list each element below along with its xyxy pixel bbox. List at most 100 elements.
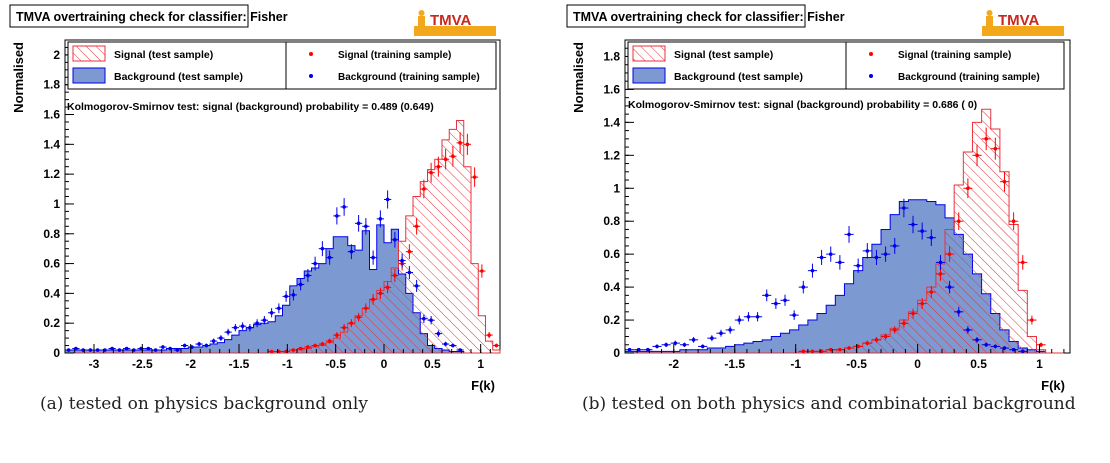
x-axis-label: F(k): [1041, 378, 1065, 393]
chart-title: TMVA overtraining check for classifier: …: [16, 10, 288, 24]
signal-train-point: [801, 349, 806, 354]
background-train-point: [335, 214, 339, 218]
background-train-point: [422, 316, 426, 321]
legend-label-signal-train: Signal (training sample): [898, 50, 1011, 61]
y-tick-label: 1.4: [43, 137, 60, 151]
background-train-point: [371, 255, 375, 260]
y-tick-label: 0.4: [43, 286, 60, 300]
chart-panel-a: -3 -2.5 -2 -1.5 -1 -0.5 0 0.5 1 0 0.2 0.4 0.6 0.8 1 1.2…: [9, 4, 501, 393]
y-tick-label: 0.4: [603, 280, 620, 294]
signal-train-point: [1002, 179, 1007, 184]
background-train-point: [385, 197, 390, 202]
signal-train-point: [349, 321, 354, 325]
x-tick-label: 0.5: [970, 357, 987, 371]
background-train-point: [378, 217, 383, 221]
logo-text: TMVA: [430, 12, 472, 29]
signal-train-point: [385, 285, 390, 290]
logo-bar: [982, 26, 1064, 36]
signal-train-point: [472, 175, 477, 179]
legend-marker-background-train: [869, 74, 873, 78]
background-train-point: [451, 343, 455, 348]
y-tick-label: 0.8: [43, 227, 60, 241]
y-tick-label: 1.4: [603, 115, 620, 129]
y-tick-label: 0: [613, 346, 620, 360]
signal-train-point: [269, 349, 274, 354]
x-tick-label: -0.5: [846, 357, 867, 371]
signal-train-point: [975, 153, 979, 158]
x-tick-label: -1: [282, 357, 293, 371]
caption-a: (a) tested on physics background only: [40, 394, 368, 414]
background-train-point: [801, 285, 806, 289]
signal-train-point: [810, 349, 815, 354]
background-train-point: [284, 294, 288, 299]
signal-train-point: [371, 297, 375, 302]
x-tick-label: 1: [1036, 357, 1043, 371]
background-train-point: [443, 342, 448, 346]
y-tick-label: 0.2: [43, 316, 60, 330]
background-train-point: [783, 298, 787, 303]
signal-train-point: [335, 333, 339, 337]
background-train-point: [306, 273, 310, 278]
y-tick-label: 0: [53, 346, 60, 360]
background-train-point: [682, 342, 687, 347]
signal-train-point: [1011, 219, 1016, 224]
y-tick-label: 1.8: [43, 78, 60, 92]
background-train-point: [755, 314, 760, 319]
signal-train-point: [414, 224, 419, 229]
chart-title: TMVA overtraining check for classifier: …: [573, 10, 845, 24]
background-train-point: [182, 343, 187, 348]
background-train-point: [204, 343, 209, 348]
x-tick-label: -1.5: [229, 357, 250, 371]
signal-train-point: [429, 170, 433, 175]
legend-label-signal-train: Signal (training sample): [338, 50, 451, 61]
background-train-point: [298, 282, 303, 287]
background-train-point: [627, 347, 632, 352]
background-train-point: [947, 285, 952, 289]
background-train-point: [117, 348, 122, 352]
legend-marker-signal-train: [869, 52, 873, 56]
background-train-point: [211, 339, 216, 343]
signal-train-point: [984, 137, 988, 141]
background-train-point: [1020, 349, 1025, 354]
x-tick-label: 1: [477, 357, 484, 371]
signal-train-point: [874, 338, 879, 342]
x-tick-label: -2.5: [132, 357, 153, 371]
signal-train-point: [364, 306, 368, 311]
background-train-point: [975, 338, 979, 342]
y-tick-label: 0.6: [603, 247, 620, 261]
signal-train-point: [911, 311, 915, 316]
background-train-point: [737, 318, 742, 322]
legend-label-signal-test: Signal (test sample): [674, 49, 773, 61]
signal-train-point: [342, 325, 346, 330]
background-train-point: [710, 336, 714, 340]
signal-train-point: [856, 344, 860, 349]
y-tick-label: 1.2: [603, 148, 620, 162]
background-train-point: [291, 293, 296, 297]
title-box: [566, 4, 806, 28]
signal-train-point: [306, 345, 310, 349]
background-train-point: [646, 347, 650, 352]
signal-train-point: [422, 187, 426, 191]
background-train-point: [847, 232, 851, 237]
signal-train-point: [902, 321, 906, 326]
background-train-point: [664, 342, 668, 347]
signal-train-point: [1039, 342, 1043, 347]
signal-train-point: [291, 348, 296, 352]
signal-train-point: [494, 343, 499, 348]
background-train-group: [65, 190, 464, 352]
background-train-point: [892, 244, 897, 248]
y-tick-label: 1.6: [43, 108, 60, 122]
background-train-point: [269, 310, 274, 315]
background-train-point: [700, 344, 705, 349]
y-tick-label: 0.2: [603, 313, 620, 327]
background-train-point: [673, 341, 678, 345]
signal-train-point: [1030, 318, 1034, 322]
y-tick-label: 1: [53, 197, 60, 211]
background-train-point: [407, 270, 412, 275]
background-train-point: [636, 347, 641, 352]
background-train-point: [88, 348, 93, 352]
x-tick-label: 0: [381, 357, 388, 371]
background-train-point: [966, 328, 970, 332]
signal-train-point: [443, 157, 448, 162]
background-train-point: [393, 237, 397, 242]
